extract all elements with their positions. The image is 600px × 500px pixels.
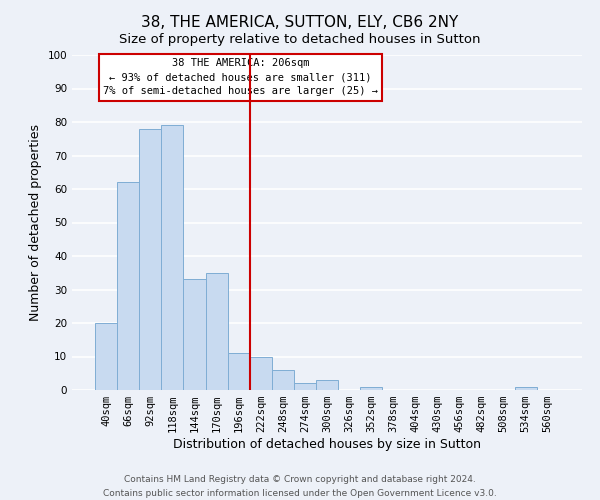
Bar bbox=[360, 386, 382, 390]
Text: Contains HM Land Registry data © Crown copyright and database right 2024.
Contai: Contains HM Land Registry data © Crown c… bbox=[103, 476, 497, 498]
X-axis label: Distribution of detached houses by size in Sutton: Distribution of detached houses by size … bbox=[173, 438, 481, 451]
Text: 38, THE AMERICA, SUTTON, ELY, CB6 2NY: 38, THE AMERICA, SUTTON, ELY, CB6 2NY bbox=[142, 15, 458, 30]
Bar bbox=[184, 280, 206, 390]
Bar bbox=[250, 356, 272, 390]
Bar bbox=[139, 128, 161, 390]
Bar bbox=[206, 273, 227, 390]
Bar bbox=[272, 370, 294, 390]
Text: 38 THE AMERICA: 206sqm
← 93% of detached houses are smaller (311)
7% of semi-det: 38 THE AMERICA: 206sqm ← 93% of detached… bbox=[103, 58, 378, 96]
Bar bbox=[294, 384, 316, 390]
Text: Size of property relative to detached houses in Sutton: Size of property relative to detached ho… bbox=[119, 32, 481, 46]
Y-axis label: Number of detached properties: Number of detached properties bbox=[29, 124, 42, 321]
Bar bbox=[117, 182, 139, 390]
Bar bbox=[227, 353, 250, 390]
Bar bbox=[515, 386, 537, 390]
Bar bbox=[316, 380, 338, 390]
Bar bbox=[161, 126, 184, 390]
Bar bbox=[95, 323, 117, 390]
